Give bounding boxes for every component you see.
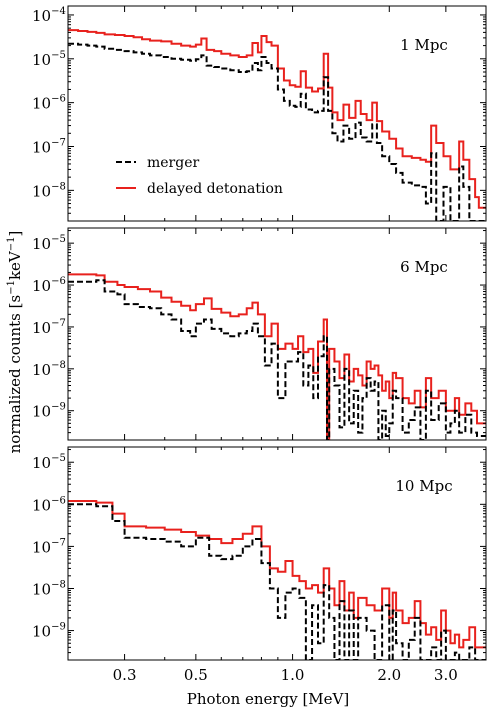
- y-tick-label: 10−9: [32, 402, 66, 421]
- y-axis-label: normalized counts [s−1keV−1]: [6, 231, 24, 454]
- y-axis-label-sup2: −1: [6, 236, 17, 251]
- x-tick-label: 3.0: [434, 666, 458, 684]
- legend-label-delayed-detonation: delayed detonation: [147, 181, 283, 197]
- series-delayed-detonation-panel-2: [68, 499, 486, 649]
- panel-annotation: 6 Mpc: [400, 258, 448, 276]
- x-axis-label: Photon energy [MeV]: [187, 690, 349, 708]
- panel-0: 10−8 10−7 10−6 10−5 10−4 1 Mpc merger delayed d…: [32, 5, 487, 222]
- y-tick-label: 10−7: [32, 138, 66, 157]
- legend-label-merger: merger: [147, 155, 200, 171]
- y-tick-label: 10−4: [32, 6, 66, 25]
- y-axis-label-mid: keV: [6, 250, 24, 280]
- panel-annotation: 10 Mpc: [395, 477, 452, 495]
- y-tick-label: 10−5: [32, 453, 66, 472]
- series-merger-panel-2: [68, 503, 486, 660]
- series-delayed-detonation-panel-0: [68, 29, 486, 209]
- panel-2: 10−9 10−8 10−7 10−6 10−5 0.3 0.5 1.0 2.0 3.0 10 Mp…: [32, 446, 487, 684]
- y-tick-label: 10−8: [32, 579, 66, 598]
- y-tick-label: 10−8: [32, 181, 66, 200]
- series-merger-panel-0: [68, 42, 486, 221]
- y-tick-label: 10−9: [32, 622, 66, 641]
- y-tick-label: 10−5: [32, 50, 66, 69]
- x-tick-label: 0.5: [184, 666, 208, 684]
- y-axis-label-end: ]: [6, 231, 24, 237]
- y-tick-label: 10−6: [32, 94, 66, 113]
- panel-1: 10−9 10−8 10−7 10−6 10−5 6 Mpc: [32, 227, 487, 441]
- x-tick-label: 2.0: [377, 666, 401, 684]
- plot-frame-0: [67, 5, 487, 222]
- panel-annotation: 1 Mpc: [400, 36, 448, 54]
- y-tick-label: 10−6: [32, 276, 66, 295]
- y-tick-label: 10−8: [32, 360, 66, 379]
- x-tick-label: 1.0: [281, 666, 305, 684]
- plot-frame-1: [67, 227, 487, 441]
- x-tick-label: 0.3: [113, 666, 137, 684]
- y-tick-label: 10−6: [32, 495, 66, 514]
- series-merger-panel-1: [68, 279, 486, 440]
- y-tick-label: 10−5: [32, 234, 66, 253]
- panels-group: 10−8 10−7 10−6 10−5 10−4 1 Mpc merger delayed d…: [32, 5, 487, 684]
- plot-frame-2: [67, 446, 487, 661]
- y-tick-label: 10−7: [32, 318, 66, 337]
- series-delayed-detonation-panel-1: [68, 273, 486, 440]
- y-axis-label-sup1: −1: [6, 280, 17, 295]
- y-axis-label-main: normalized counts [s: [6, 295, 24, 454]
- legend: merger delayed detonation: [116, 155, 283, 197]
- y-tick-label: 10−7: [32, 537, 66, 556]
